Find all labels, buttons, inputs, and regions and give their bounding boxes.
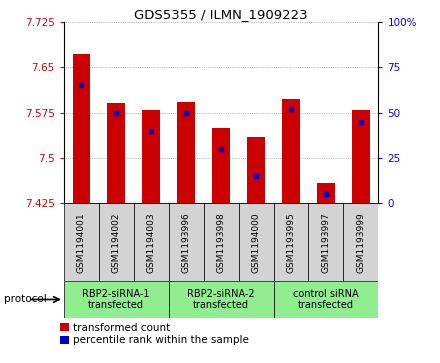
Bar <box>317 183 335 203</box>
Text: RBP2-siRNA-2
transfected: RBP2-siRNA-2 transfected <box>187 289 255 310</box>
Bar <box>274 203 308 281</box>
Bar <box>282 99 300 203</box>
Bar <box>238 203 274 281</box>
Bar <box>99 203 134 281</box>
Text: control siRNA
transfected: control siRNA transfected <box>293 289 359 310</box>
Text: RBP2-siRNA-1
transfected: RBP2-siRNA-1 transfected <box>82 289 150 310</box>
Text: GSM1194001: GSM1194001 <box>77 212 86 273</box>
Text: GSM1193999: GSM1193999 <box>356 212 366 273</box>
Text: protocol: protocol <box>4 294 47 305</box>
Bar <box>169 203 204 281</box>
Text: GSM1193997: GSM1193997 <box>322 212 330 273</box>
Bar <box>64 281 169 318</box>
Bar <box>107 103 125 203</box>
Bar <box>134 203 169 281</box>
Text: GSM1194002: GSM1194002 <box>112 212 121 273</box>
Text: GSM1193996: GSM1193996 <box>182 212 191 273</box>
Bar <box>143 110 160 203</box>
Bar <box>247 137 265 203</box>
Bar <box>344 203 378 281</box>
Bar <box>64 203 99 281</box>
Bar <box>73 54 90 203</box>
Bar <box>352 110 370 203</box>
Bar <box>213 128 230 203</box>
Text: GSM1194003: GSM1194003 <box>147 212 156 273</box>
Bar <box>169 281 274 318</box>
Bar <box>177 102 195 203</box>
Bar <box>308 203 344 281</box>
Legend: transformed count, percentile rank within the sample: transformed count, percentile rank withi… <box>60 323 249 346</box>
Text: GSM1194000: GSM1194000 <box>252 212 260 273</box>
Text: GSM1193995: GSM1193995 <box>286 212 296 273</box>
Bar <box>204 203 238 281</box>
Bar <box>274 281 378 318</box>
Title: GDS5355 / ILMN_1909223: GDS5355 / ILMN_1909223 <box>134 8 308 21</box>
Text: GSM1193998: GSM1193998 <box>216 212 226 273</box>
